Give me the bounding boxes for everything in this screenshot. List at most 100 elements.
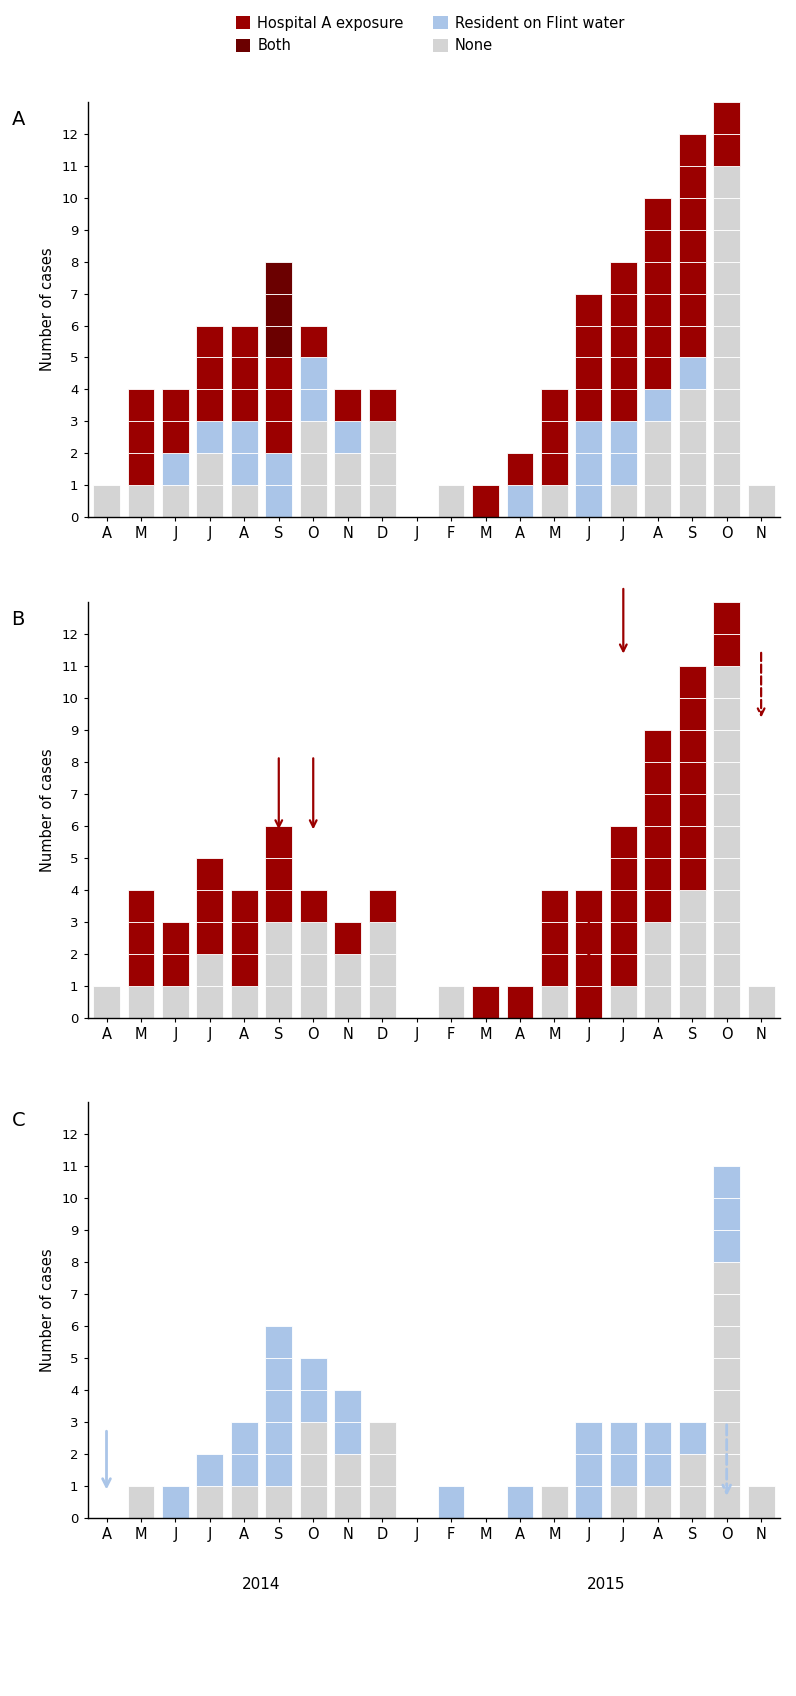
Bar — [610, 858, 637, 890]
Bar — [713, 5, 740, 37]
Text: 2014: 2014 — [242, 1577, 281, 1591]
Bar — [197, 890, 224, 921]
Bar — [231, 985, 258, 1018]
Bar — [713, 37, 740, 70]
Bar — [334, 390, 361, 421]
Bar — [713, 953, 740, 985]
Bar — [162, 485, 189, 517]
Bar — [334, 1453, 361, 1486]
Bar — [610, 326, 637, 358]
Bar — [679, 390, 706, 421]
Bar — [197, 326, 224, 358]
Bar — [713, 762, 740, 794]
Bar — [713, 826, 740, 858]
Bar — [679, 729, 706, 762]
Bar — [713, 410, 740, 443]
Bar — [610, 953, 637, 985]
Bar — [610, 921, 637, 953]
Bar — [197, 921, 224, 953]
Bar — [300, 1486, 326, 1518]
Bar — [334, 921, 361, 953]
Bar — [713, 421, 740, 453]
Bar — [231, 358, 258, 390]
Bar — [644, 198, 671, 229]
Bar — [576, 293, 603, 326]
Bar — [610, 826, 637, 858]
Bar — [644, 421, 671, 453]
Bar — [231, 326, 258, 358]
Bar — [610, 293, 637, 326]
Bar — [713, 134, 740, 166]
Bar — [679, 453, 706, 485]
Bar — [747, 485, 775, 517]
Bar — [265, 953, 292, 985]
Bar — [506, 985, 533, 1018]
Bar — [679, 953, 706, 985]
Bar — [576, 421, 603, 453]
Bar — [679, 699, 706, 729]
Bar — [679, 1421, 706, 1453]
Bar — [713, 1262, 740, 1294]
Bar — [127, 985, 154, 1018]
Bar — [576, 453, 603, 485]
Legend: Hospital A exposure, Both, Resident on Flint water, None: Hospital A exposure, Both, Resident on F… — [236, 15, 624, 53]
Bar — [265, 1421, 292, 1453]
Bar — [713, 921, 740, 953]
Bar — [679, 358, 706, 390]
Bar — [231, 953, 258, 985]
Bar — [369, 953, 396, 985]
Bar — [369, 485, 396, 517]
Bar — [231, 390, 258, 421]
Bar — [369, 921, 396, 953]
Bar — [231, 1453, 258, 1486]
Bar — [472, 985, 499, 1018]
Bar — [231, 1421, 258, 1453]
Bar — [127, 921, 154, 953]
Bar — [369, 390, 396, 421]
Bar — [162, 921, 189, 953]
Bar — [438, 985, 465, 1018]
Bar — [610, 390, 637, 421]
Bar — [127, 890, 154, 921]
Bar — [369, 890, 396, 921]
Y-axis label: Number of cases: Number of cases — [40, 248, 55, 371]
Bar — [610, 453, 637, 485]
Bar — [713, 634, 740, 667]
Bar — [472, 485, 499, 517]
Bar — [334, 453, 361, 485]
Bar — [713, 475, 740, 505]
Bar — [679, 1453, 706, 1486]
Bar — [713, 198, 740, 229]
Bar — [197, 1453, 224, 1486]
Bar — [679, 921, 706, 953]
Bar — [747, 985, 775, 1018]
Bar — [265, 421, 292, 453]
Bar — [541, 390, 568, 421]
Bar — [679, 261, 706, 293]
Bar — [265, 358, 292, 390]
Text: A: A — [11, 110, 25, 129]
Bar — [679, 229, 706, 261]
Bar — [334, 953, 361, 985]
Bar — [197, 421, 224, 453]
Bar — [300, 358, 326, 390]
Bar — [162, 985, 189, 1018]
Bar — [713, 1358, 740, 1391]
Bar — [369, 1421, 396, 1453]
Bar — [679, 134, 706, 166]
Bar — [713, 485, 740, 517]
Bar — [576, 1486, 603, 1518]
Bar — [679, 1486, 706, 1518]
Text: C: C — [11, 1111, 25, 1130]
Bar — [644, 358, 671, 390]
Bar — [713, 390, 740, 421]
Bar — [265, 1326, 292, 1358]
Bar — [300, 390, 326, 421]
Bar — [300, 421, 326, 453]
Bar — [713, 794, 740, 826]
Bar — [713, 505, 740, 538]
Bar — [644, 953, 671, 985]
Bar — [334, 485, 361, 517]
Bar — [231, 453, 258, 485]
Bar — [576, 890, 603, 921]
